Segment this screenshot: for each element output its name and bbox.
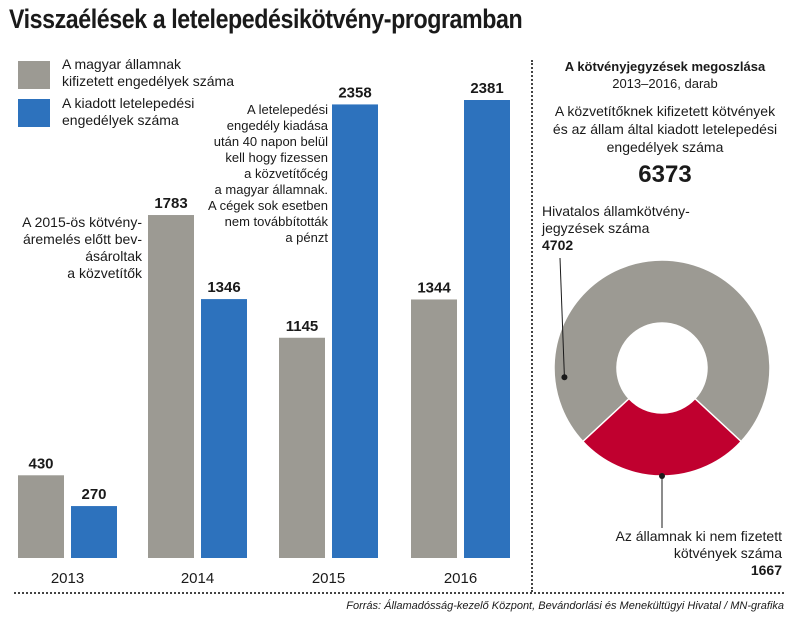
annotation-middle-line-8: a pénzt bbox=[285, 230, 328, 245]
annotation-left-line-3: a közvetítők bbox=[67, 265, 142, 281]
bar-2016-series-0 bbox=[411, 299, 457, 558]
legend-blue-line1: A kiadott letelepedési bbox=[62, 95, 195, 111]
slice-label-official: Hivatalos államkötvény- jegyzések száma … bbox=[542, 203, 690, 254]
bottom-rule bbox=[14, 592, 784, 594]
bar-chart: 430 270 2013 1783 1346 2014 1145 2358 2015 1344 23… bbox=[18, 80, 510, 587]
annotation-left-line-1: áremelés előtt bev- bbox=[22, 231, 142, 247]
slice-label-unpaid: Az államnak ki nem fizetett kötvények sz… bbox=[615, 528, 782, 579]
annotation-middle-line-3: kell hogy fizessen bbox=[225, 150, 328, 165]
bar-2014-series-0 bbox=[148, 215, 194, 558]
slice-official-value: 4702 bbox=[542, 237, 574, 253]
bar-value-label: 1145 bbox=[286, 318, 319, 335]
bar-value-label: 1346 bbox=[207, 279, 240, 296]
annotation-middle-line-6: A cégek sok esetben bbox=[208, 198, 328, 213]
annotation-middle-line-4: a közvetítőcég bbox=[244, 166, 328, 181]
bar-2013-series-1 bbox=[71, 506, 117, 558]
slice-unpaid-value: 1667 bbox=[750, 562, 782, 578]
slice-unpaid-label-0: Az államnak ki nem fizetett bbox=[615, 528, 782, 544]
chart-title: Visszaélések a letelepedésikötvény-progr… bbox=[9, 4, 523, 34]
annotation-2015-price-rise: A 2015-ös kötvény- áremelés előtt bev- á… bbox=[22, 214, 142, 282]
legend-label-blue: A kiadott letelepedési engedélyek száma bbox=[62, 95, 194, 129]
x-tick-label: 2016 bbox=[444, 570, 477, 587]
donut-total-label-1: és az állam által kiadott letelepedési bbox=[552, 121, 778, 137]
bar-value-label: 2358 bbox=[338, 84, 371, 101]
bar-2016-series-1 bbox=[464, 100, 510, 558]
slice-official-label-1: jegyzések száma bbox=[542, 220, 650, 236]
annotation-left-line-0: A 2015-ös kötvény- bbox=[22, 214, 142, 230]
bar-value-label: 430 bbox=[28, 455, 53, 472]
bar-value-label: 2381 bbox=[470, 80, 503, 97]
bar-value-label: 270 bbox=[81, 486, 106, 503]
legend-gray-line1: A magyar államnak bbox=[62, 56, 182, 72]
donut-total-block: A közvetítőknek kifizetett kötvények és … bbox=[535, 102, 795, 190]
bar-value-label: 1783 bbox=[154, 195, 187, 212]
donut-total-label-2: engedélyek száma bbox=[606, 139, 724, 155]
leader-dot-official bbox=[561, 374, 568, 381]
bar-2015-series-0 bbox=[279, 337, 325, 558]
x-tick-label: 2013 bbox=[51, 570, 84, 587]
bar-2015-series-1 bbox=[332, 104, 378, 558]
leader-line-official bbox=[559, 257, 565, 378]
legend-blue-line2: engedélyek száma bbox=[62, 112, 179, 128]
annotation-middle-line-7: nem továbbították bbox=[224, 214, 328, 229]
annotation-middle-line-5: a magyar államnak. bbox=[214, 182, 328, 197]
legend-swatch-gray bbox=[18, 61, 50, 89]
source-note: Forrás: Államadósság-kezelő Központ, Bev… bbox=[346, 600, 784, 612]
donut-chart bbox=[553, 257, 771, 528]
leader-dot-unpaid bbox=[659, 473, 665, 479]
annotation-middle-line-0: A letelepedési bbox=[247, 102, 328, 117]
donut-title: A kötvényjegyzések megoszlása bbox=[564, 59, 766, 74]
x-tick-label: 2015 bbox=[312, 570, 345, 587]
slice-unpaid-label-1: kötvények száma bbox=[673, 545, 782, 561]
donut-header: A kötvényjegyzések megoszlása 2013–2016,… bbox=[540, 58, 790, 92]
legend-label-gray: A magyar államnak kifizetett engedélyek … bbox=[62, 56, 234, 90]
x-tick-label: 2014 bbox=[181, 570, 214, 587]
legend-swatch-blue bbox=[18, 99, 50, 127]
bar-2013-series-0 bbox=[18, 475, 64, 558]
bar-value-label: 1344 bbox=[417, 279, 451, 296]
annotation-payment-rule: A letelepedési engedély kiadása után 40 … bbox=[208, 102, 328, 246]
bar-2014-series-1 bbox=[201, 299, 247, 558]
donut-total-label-0: A közvetítőknek kifizetett kötvények bbox=[554, 103, 776, 119]
annotation-middle-line-2: után 40 napon belül bbox=[213, 134, 328, 149]
legend-gray-line2: kifizetett engedélyek száma bbox=[62, 73, 234, 89]
donut-total-value: 6373 bbox=[638, 161, 692, 188]
slice-official-label-0: Hivatalos államkötvény- bbox=[542, 203, 690, 219]
donut-slice-1 bbox=[581, 397, 743, 477]
donut-subtitle: 2013–2016, darab bbox=[612, 76, 718, 91]
donut-slice-0 bbox=[553, 259, 771, 443]
panel-divider bbox=[531, 60, 533, 592]
annotation-left-line-2: ásároltak bbox=[85, 248, 142, 264]
annotation-middle-line-1: engedély kiadása bbox=[226, 118, 328, 133]
